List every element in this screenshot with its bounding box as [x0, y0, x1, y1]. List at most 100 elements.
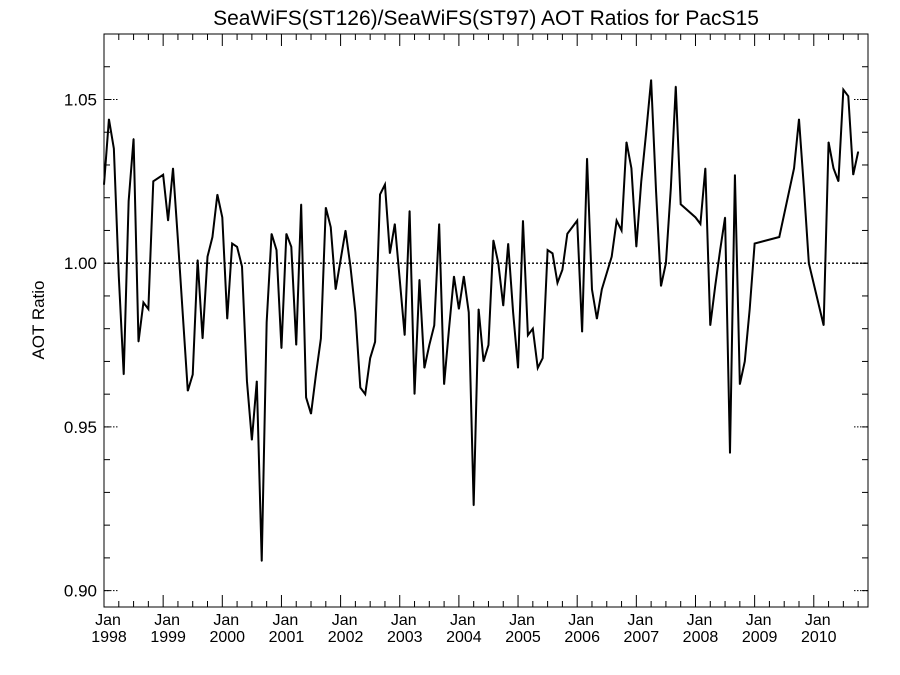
- data-point: [714, 285, 716, 287]
- data-point: [152, 180, 154, 182]
- data-point: [630, 167, 633, 169]
- data-point: [280, 347, 283, 349]
- data-point: [251, 439, 253, 441]
- x-tick-month-label: Jan: [391, 612, 417, 629]
- data-point: [527, 334, 529, 336]
- data-point: [295, 344, 297, 346]
- data-point: [132, 138, 135, 140]
- x-tick-year-label: 1999: [150, 629, 186, 646]
- x-tick-month-label: Jan: [273, 612, 299, 629]
- data-point: [226, 318, 228, 320]
- data-point: [409, 210, 411, 212]
- data-point: [729, 452, 731, 454]
- data-point: [704, 167, 706, 169]
- data-point: [719, 249, 721, 251]
- data-point: [147, 308, 149, 310]
- data-point: [108, 118, 110, 120]
- data-point: [123, 373, 125, 376]
- data-point: [423, 367, 425, 369]
- data-point: [507, 242, 509, 245]
- data-point: [581, 331, 583, 333]
- data-point: [128, 200, 130, 202]
- data-point: [793, 167, 795, 169]
- data-point: [640, 180, 642, 182]
- data-point: [315, 373, 317, 376]
- data-point: [310, 413, 312, 415]
- data-point: [256, 380, 258, 382]
- data-point: [211, 236, 214, 238]
- data-point: [344, 229, 347, 232]
- data-point: [660, 285, 662, 287]
- data-point: [241, 265, 243, 268]
- x-tick-year-label: 2009: [742, 629, 778, 646]
- data-point: [522, 220, 524, 222]
- data-point: [547, 249, 549, 251]
- data-point: [650, 79, 652, 81]
- x-tick-year-label: 2002: [328, 629, 364, 646]
- x-tick-month-label: Jan: [627, 612, 653, 629]
- chart-title: SeaWiFS(ST126)/SeaWiFS(ST97) AOT Ratios …: [213, 7, 759, 30]
- data-point: [463, 275, 465, 277]
- data-point: [379, 193, 381, 196]
- data-point: [374, 341, 376, 343]
- data-point: [275, 249, 278, 251]
- data-point: [113, 148, 115, 150]
- data-point: [384, 184, 386, 186]
- data-point: [404, 334, 406, 336]
- data-point: [290, 246, 292, 248]
- data-point: [103, 184, 105, 186]
- data-point: [320, 337, 322, 340]
- x-tick-year-label: 2003: [387, 629, 423, 646]
- data-point: [680, 203, 682, 205]
- data-point: [847, 95, 849, 97]
- x-tick-month-label: Jan: [746, 612, 772, 629]
- data-point: [305, 396, 307, 399]
- data-point: [542, 357, 544, 359]
- data-point: [739, 383, 741, 385]
- data-point: [187, 390, 189, 392]
- data-point: [670, 187, 672, 189]
- y-axis-label: AOT Ratio: [29, 280, 48, 359]
- data-point: [236, 246, 238, 248]
- data-point: [206, 256, 209, 258]
- x-tick-month-label: Jan: [450, 612, 476, 629]
- data-point: [137, 341, 140, 343]
- data-point: [823, 324, 825, 327]
- data-point: [330, 226, 332, 228]
- data-point: [246, 380, 248, 382]
- data-point: [837, 180, 840, 182]
- data-point: [335, 288, 337, 290]
- data-point: [261, 560, 263, 562]
- data-point: [635, 246, 637, 248]
- data-point: [596, 318, 598, 320]
- x-tick-month-label: Jan: [568, 612, 594, 629]
- y-tick-label: 1.05: [64, 90, 97, 109]
- data-point: [537, 367, 539, 369]
- data-point: [576, 220, 578, 222]
- data-point: [201, 337, 204, 340]
- plot-frame: [103, 33, 869, 608]
- data-point: [359, 387, 361, 389]
- data-point: [512, 311, 514, 313]
- data-point: [586, 157, 588, 160]
- data-point: [620, 229, 623, 232]
- data-point: [492, 239, 494, 241]
- data-point: [172, 167, 174, 169]
- data-point: [734, 174, 736, 176]
- data-point: [482, 360, 485, 363]
- data-point: [270, 233, 273, 235]
- data-point: [266, 321, 268, 323]
- data-point: [364, 393, 366, 395]
- data-point: [142, 301, 145, 304]
- data-point: [162, 174, 164, 176]
- x-tick-year-label: 2007: [624, 629, 660, 646]
- data-point: [832, 167, 835, 169]
- x-tick-month-label: Jan: [95, 612, 121, 629]
- data-point: [497, 262, 499, 264]
- data-point: [349, 265, 352, 268]
- data-point: [216, 193, 218, 196]
- data-point: [744, 360, 746, 363]
- data-point: [502, 305, 504, 307]
- data-point: [118, 275, 120, 277]
